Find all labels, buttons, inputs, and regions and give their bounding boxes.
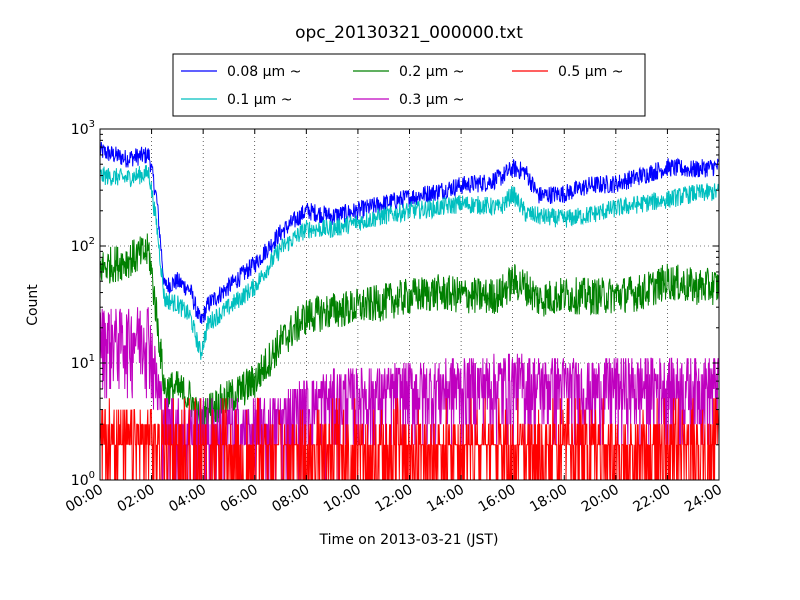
legend-label: 0.3 μm ~ (399, 92, 464, 108)
x-tick-labels: 00:00 02:00 04:00 06:00 08:00 10:00 12:00 14:00… (63, 482, 725, 516)
x-tick-label: 10:00 (321, 482, 364, 516)
legend: 0.08 μm ~ 0.1 μm ~ 0.2 μm ~ 0.3 μm ~ 0.5 μm … (172, 53, 646, 117)
y-axis-label: Count (25, 284, 41, 326)
legend-label: 0.5 μm ~ (558, 64, 623, 80)
x-tick-label: 18:00 (527, 482, 570, 516)
y-tick-labels: 100 101 102 103 (71, 119, 95, 489)
y-tick-label: 102 (71, 236, 95, 255)
x-tick-label: 22:00 (630, 482, 673, 516)
y-tick-label: 101 (71, 353, 95, 372)
y-tick-label: 100 (71, 470, 95, 489)
x-tick-label: 12:00 (373, 482, 416, 516)
x-tick-label: 02:00 (115, 482, 158, 516)
x-tick-label: 14:00 (424, 482, 467, 516)
ticks (99, 128, 720, 481)
series-line (100, 165, 719, 360)
legend-label: 0.1 μm ~ (227, 92, 292, 108)
legend-label: 0.08 μm ~ (227, 64, 301, 80)
legend-label: 0.2 μm ~ (399, 64, 464, 80)
x-tick-label: 08:00 (269, 482, 312, 516)
x-tick-label: 04:00 (166, 482, 209, 516)
x-tick-label: 16:00 (476, 482, 519, 516)
x-axis-label: Time on 2013-03-21 (JST) (319, 532, 499, 548)
series-line (100, 397, 719, 480)
y-tick-label: 103 (71, 119, 95, 138)
plot-area (99, 128, 720, 481)
series-layer (100, 141, 719, 480)
chart-title: opc_20130321_000000.txt (295, 23, 523, 43)
legend-box (172, 53, 646, 117)
x-tick-label: 06:00 (218, 482, 261, 516)
series-line (100, 307, 719, 480)
x-tick-label: 24:00 (682, 482, 725, 516)
x-tick-label: 20:00 (579, 482, 622, 516)
